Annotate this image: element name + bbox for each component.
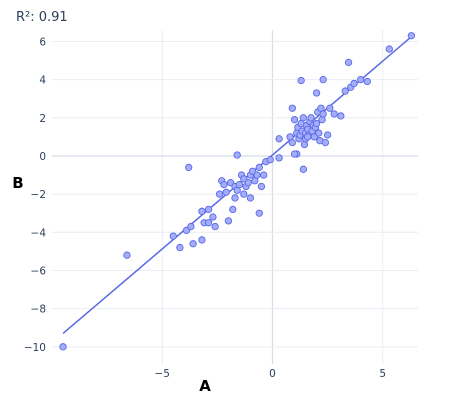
data-point bbox=[275, 154, 283, 162]
data-point bbox=[290, 150, 299, 158]
data-point bbox=[123, 251, 131, 259]
y-axis-title: B bbox=[12, 174, 23, 192]
data-point bbox=[224, 217, 233, 225]
data-point bbox=[198, 236, 206, 244]
y-tick-label: −4 bbox=[31, 227, 47, 239]
data-point bbox=[266, 156, 274, 164]
data-point bbox=[300, 140, 309, 149]
data-points bbox=[59, 32, 416, 351]
data-point bbox=[330, 110, 338, 118]
data-point bbox=[323, 131, 332, 139]
x-tick-labels: −5 0 5 bbox=[154, 368, 386, 380]
data-point bbox=[341, 87, 349, 95]
data-point bbox=[204, 205, 213, 214]
data-point bbox=[297, 76, 305, 85]
y-tick-label: 4 bbox=[39, 75, 46, 87]
data-point bbox=[312, 89, 321, 97]
data-point bbox=[220, 180, 228, 189]
data-point bbox=[255, 163, 263, 172]
x-tick-label: 0 bbox=[269, 368, 276, 380]
data-point bbox=[275, 135, 283, 143]
y-tick-label: 2 bbox=[39, 113, 46, 125]
y-tick-labels: −10 −8 −6 −4 −2 0 2 4 6 bbox=[24, 36, 46, 353]
y-tick-label: 6 bbox=[39, 36, 46, 48]
data-point bbox=[307, 114, 315, 122]
data-point bbox=[215, 190, 224, 198]
data-point bbox=[299, 165, 307, 173]
data-point bbox=[288, 104, 296, 112]
chart-title: R²: 0.91 bbox=[16, 10, 68, 25]
y-tick-label: −2 bbox=[31, 189, 46, 201]
y-tick-label: −8 bbox=[31, 304, 46, 316]
data-point bbox=[211, 222, 219, 231]
data-point bbox=[229, 205, 237, 214]
data-point bbox=[326, 104, 334, 112]
data-point bbox=[319, 110, 327, 118]
data-point bbox=[350, 79, 358, 88]
y-tick-label: 0 bbox=[39, 151, 46, 163]
data-point bbox=[312, 119, 321, 128]
data-point bbox=[407, 32, 416, 40]
data-point bbox=[240, 190, 248, 198]
data-point bbox=[318, 116, 326, 124]
data-point bbox=[363, 77, 371, 86]
data-point bbox=[385, 45, 393, 53]
data-point bbox=[185, 163, 193, 172]
x-axis-title: A bbox=[199, 377, 211, 395]
data-point bbox=[189, 240, 197, 248]
data-point bbox=[246, 194, 255, 202]
data-point bbox=[235, 180, 244, 189]
data-point bbox=[319, 75, 327, 84]
x-tick-label: −5 bbox=[154, 368, 169, 380]
data-point bbox=[337, 112, 345, 120]
data-point bbox=[176, 243, 184, 252]
data-point bbox=[257, 182, 266, 191]
data-point bbox=[169, 232, 177, 240]
y-tick-label: −10 bbox=[24, 342, 46, 354]
data-point bbox=[244, 179, 252, 187]
data-point bbox=[290, 116, 299, 124]
data-point bbox=[198, 207, 206, 215]
data-point bbox=[321, 138, 330, 147]
data-point bbox=[304, 133, 312, 141]
data-point bbox=[255, 209, 263, 217]
data-point bbox=[187, 222, 195, 231]
data-point bbox=[344, 58, 353, 67]
data-point bbox=[231, 194, 239, 202]
data-point bbox=[299, 114, 307, 122]
data-point bbox=[315, 129, 323, 137]
x-tick-label: 5 bbox=[379, 368, 386, 380]
data-point bbox=[357, 75, 365, 84]
data-point bbox=[260, 171, 268, 179]
data-point bbox=[233, 151, 241, 159]
data-point bbox=[253, 171, 261, 179]
data-point bbox=[209, 213, 217, 221]
data-point bbox=[59, 343, 67, 351]
data-point bbox=[204, 219, 213, 227]
data-point bbox=[222, 188, 230, 196]
data-point bbox=[288, 138, 296, 147]
y-tick-label: −6 bbox=[31, 265, 47, 277]
